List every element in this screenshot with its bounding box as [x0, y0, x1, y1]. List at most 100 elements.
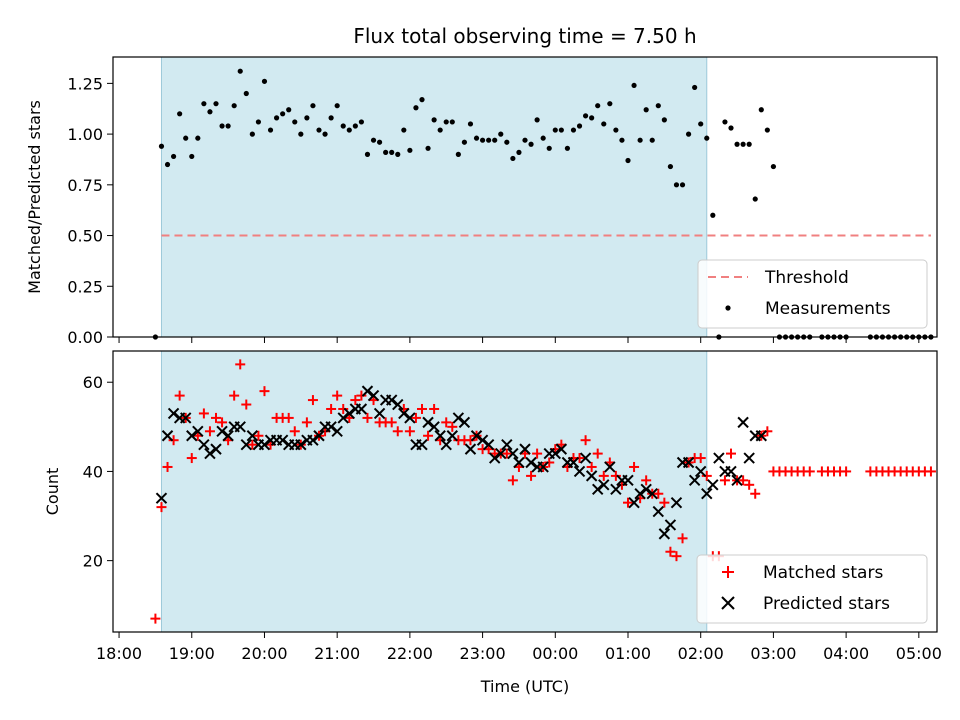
matched-star-point	[356, 390, 367, 401]
measurement-point	[407, 147, 413, 153]
predicted-star-point	[488, 452, 501, 464]
matched-star-point	[610, 470, 621, 481]
matched-star-point	[925, 466, 936, 477]
y-tick-label: 1.00	[67, 125, 103, 144]
measurement-point	[461, 139, 468, 145]
measurement-point	[486, 137, 492, 143]
measurement-point	[522, 137, 528, 143]
predicted-star-point	[731, 474, 743, 487]
measurement-point	[576, 123, 583, 129]
measurement-point	[740, 141, 746, 147]
matched-star-point	[404, 426, 415, 437]
predicted-star-point	[737, 416, 749, 429]
matched-star-point	[465, 435, 476, 446]
measurement-point	[170, 153, 177, 160]
legend-threshold-label: Threshold	[764, 268, 849, 288]
measurement-point	[570, 127, 577, 133]
top-observing-span	[160, 56, 708, 338]
predicted-star-point	[392, 398, 404, 411]
top-legend: Threshold Measurements	[697, 259, 928, 329]
measurement-point	[534, 117, 540, 123]
measurement-point	[231, 103, 237, 109]
bottom-y-axis-label: Count	[43, 468, 62, 516]
predicted-star-point	[622, 474, 634, 487]
measurement-point	[637, 137, 643, 143]
predicted-star-point	[495, 447, 507, 460]
y-tick-label: 40	[83, 462, 103, 481]
measurement-point	[419, 97, 425, 103]
predicted-star-point	[519, 443, 531, 455]
measurement-point	[237, 68, 243, 74]
measurement-point	[661, 117, 667, 123]
measurement-point	[340, 123, 346, 129]
matched-star-point	[726, 448, 736, 459]
predicted-star-point	[373, 407, 386, 420]
measurement-point	[316, 127, 322, 133]
predicted-star-point	[192, 425, 204, 437]
matched-star-point	[841, 466, 852, 477]
predicted-star-point	[446, 430, 459, 442]
matched-star-point	[544, 457, 555, 468]
x-tick-label: 01:00	[605, 644, 651, 663]
top-legend-box	[697, 259, 928, 329]
measurement-point	[758, 107, 764, 113]
matched-star-point	[289, 426, 300, 437]
predicted-star-point	[598, 479, 610, 491]
predicted-star-point	[258, 438, 271, 451]
matched-star-point	[211, 412, 221, 423]
measurement-point	[286, 107, 292, 113]
measurement-point	[207, 109, 213, 115]
matched-star-point	[423, 430, 434, 441]
predicted-star-point	[694, 465, 707, 478]
matched-star-point	[592, 448, 603, 459]
x-tick-label: 18:00	[96, 644, 142, 663]
measurement-point	[613, 127, 619, 133]
matched-star-point	[719, 475, 730, 486]
matched-star-point	[701, 470, 712, 481]
measurement-point	[164, 161, 171, 168]
predicted-star-point	[452, 412, 465, 424]
predicted-star-point	[440, 438, 452, 451]
bottom-y-ticks: 20 40 60	[83, 373, 113, 571]
predicted-star-point	[567, 456, 580, 469]
matched-star-point	[429, 403, 440, 414]
y-tick-label: 20	[83, 552, 103, 571]
matched-star-point	[253, 430, 264, 441]
matched-star-point	[623, 497, 633, 508]
predicted-star-point	[501, 438, 513, 451]
measurement-point	[734, 141, 740, 147]
top-axes-frame	[112, 56, 938, 338]
measurement-point	[625, 157, 631, 164]
x-tick-label: 02:00	[678, 644, 724, 663]
measurement-point	[249, 131, 255, 137]
predicted-star-point	[537, 461, 549, 473]
top-y-axis-label: Matched/Predicted stars	[25, 100, 44, 294]
matched-star-point	[386, 417, 397, 428]
matched-star-point	[350, 395, 361, 406]
predicted-star-point	[555, 443, 568, 455]
predicted-star-point	[434, 430, 446, 442]
measurement-point	[582, 113, 589, 119]
predicted-star-point	[355, 403, 368, 415]
bottom-x-ticks: 18:00 19:00 20:00 21:00 22:00 23:00 00:00 01:00…	[96, 632, 942, 663]
legend-measurements-swatch	[725, 305, 731, 311]
measurement-point	[443, 119, 449, 125]
predicted-star-point	[246, 430, 259, 442]
predicted-star-point	[313, 430, 325, 442]
measurement-point	[383, 149, 389, 155]
predicted-star-point	[367, 389, 380, 402]
matched-star-point	[507, 475, 518, 486]
predicted-star-point	[240, 438, 253, 451]
measurement-point	[261, 78, 268, 84]
measurement-point	[479, 137, 486, 143]
measurement-point	[643, 107, 649, 113]
predicted-star-point	[470, 430, 483, 442]
predicted-star-point	[179, 412, 192, 424]
measurement-point	[310, 103, 316, 109]
predicted-star-point	[628, 496, 640, 509]
measurement-point	[322, 131, 328, 137]
predicted-star-point	[507, 447, 519, 460]
measurement-point	[195, 135, 201, 141]
x-tick-label: 20:00	[241, 644, 287, 663]
measurement-point	[619, 137, 625, 143]
